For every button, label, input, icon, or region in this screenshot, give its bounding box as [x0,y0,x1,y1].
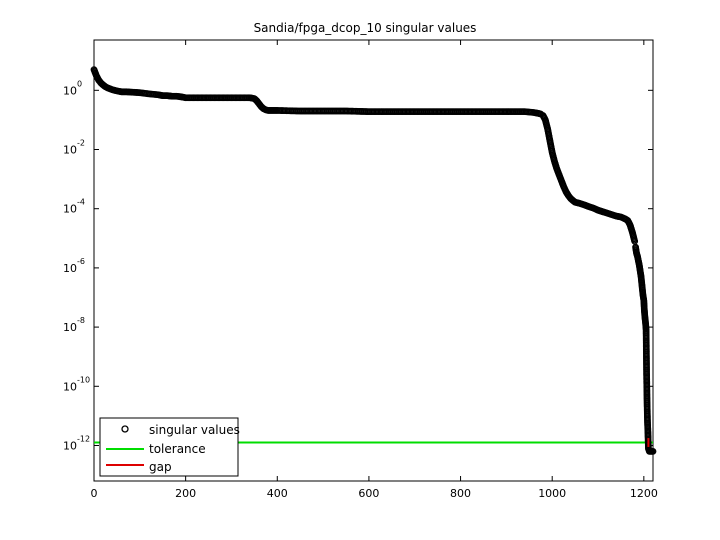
y-tick-label-base: 10 [63,84,77,97]
x-tick-label: 600 [358,487,379,500]
y-tick-label-base: 10 [63,203,77,216]
y-tick-label-exponent: -12 [77,434,90,443]
x-tick-label: 400 [267,487,288,500]
legend-box [99,417,239,477]
y-tick-label-exponent: -4 [77,198,85,207]
y-tick-label-base: 10 [63,439,77,452]
legend-label-tolerance: tolerance [149,442,206,456]
y-tick-label-exponent: -10 [77,375,90,384]
y-tick-label-exponent: -8 [77,316,85,325]
plot-area [93,39,654,482]
y-tick-label-base: 10 [63,262,77,275]
legend: singular values tolerance gap [99,417,240,477]
y-tick-label-exponent: -2 [77,139,85,148]
x-axis: 0 200 400 600 800 1000 1200 [91,40,658,500]
chart-title: Sandia/fpga_dcop_10 singular values [254,21,477,35]
x-tick-label: 200 [175,487,196,500]
legend-label-gap: gap [149,460,172,474]
y-tick-label-base: 10 [63,144,77,157]
legend-label-singular-values: singular values [149,423,240,437]
y-tick-label-base: 10 [63,321,77,334]
y-tick-label-base: 10 [63,380,77,393]
legend-marker-singular-values [121,425,129,433]
x-tick-label: 0 [91,487,98,500]
y-tick-label-exponent: -6 [77,257,85,266]
data-point [649,448,657,455]
x-tick-label: 1200 [630,487,658,500]
data-points [90,66,657,455]
x-tick-label: 800 [450,487,471,500]
x-tick-label: 1000 [538,487,566,500]
y-tick-label-exponent: 0 [77,79,82,88]
